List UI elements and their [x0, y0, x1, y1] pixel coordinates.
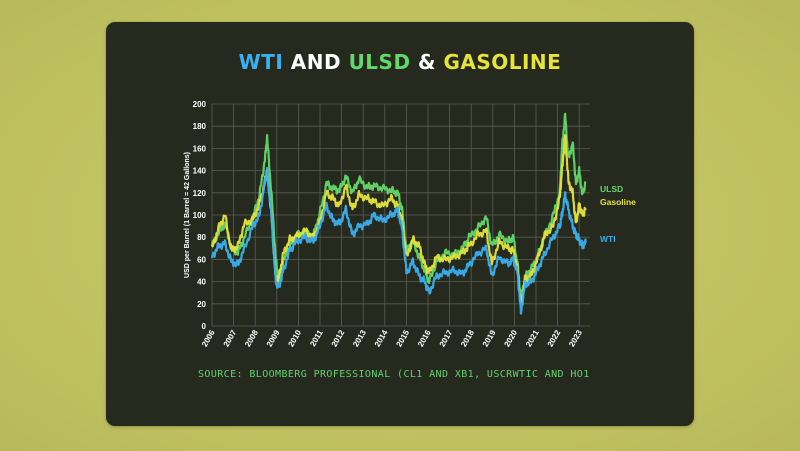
x-tick-label: 2014: [373, 328, 390, 348]
y-tick-label: 20: [197, 300, 206, 309]
y-tick-label: 60: [197, 255, 206, 264]
y-tick-label: 140: [193, 167, 207, 176]
title-part-gasoline: GASOLINE: [443, 50, 562, 74]
legend: ULSD Gasoline WTI: [600, 184, 636, 244]
y-tick-label: 100: [193, 211, 207, 220]
y-tick-label: 40: [197, 278, 206, 287]
y-tick-label: 180: [193, 122, 207, 131]
title-part-wti: WTI: [238, 50, 284, 74]
x-tick-label: 2011: [308, 328, 325, 348]
x-tick-label: 2021: [524, 328, 541, 348]
y-tick-label: 200: [193, 100, 207, 109]
legend-label-gasoline: Gasoline: [600, 197, 636, 207]
x-tick-label: 2017: [438, 328, 455, 348]
y-tick-label: 0: [202, 322, 207, 331]
y-tick-label: 80: [197, 233, 206, 242]
x-tick-label: 2012: [330, 328, 347, 348]
x-tick-label: 2015: [394, 328, 411, 348]
source-note: SOURCE: BLOOMBERG PROFESSIONAL (CL1 AND …: [198, 369, 590, 380]
title-part-amp: &: [410, 50, 444, 74]
x-tick-label: 2007: [222, 328, 239, 348]
series-lines: [210, 112, 587, 315]
x-tick-label: 2006: [200, 328, 217, 348]
y-tick-label: 120: [193, 189, 207, 198]
x-tick-label: 2023: [567, 328, 584, 348]
y-axis-ticks: 0 20 40 60 80 100 120 140 160 180 200: [193, 100, 207, 331]
x-tick-label: 2022: [546, 328, 563, 348]
series-line-wti: [210, 166, 587, 315]
legend-label-wti: WTI: [600, 234, 616, 244]
x-tick-label: 2009: [265, 328, 282, 348]
chart-title: WTI AND ULSD & GASOLINE: [0, 50, 800, 74]
y-tick-label: 160: [193, 144, 207, 153]
title-part-ulsd: ULSD: [348, 50, 411, 74]
x-tick-label: 2018: [459, 328, 476, 348]
x-tick-label: 2016: [416, 328, 433, 348]
x-axis-ticks: 2006 2007 2008 2009 2010 2011 2012 2013 2014 2015…: [200, 328, 584, 348]
x-tick-label: 2019: [481, 328, 498, 348]
y-axis-label: USD per Barrel (1 Barrel = 42 Gallons): [184, 152, 191, 278]
x-tick-label: 2020: [502, 328, 519, 348]
x-tick-label: 2010: [286, 328, 303, 348]
legend-label-ulsd: ULSD: [600, 184, 623, 194]
title-part-and: AND: [283, 50, 349, 74]
x-tick-label: 2013: [351, 328, 368, 348]
x-tick-label: 2008: [243, 328, 260, 348]
